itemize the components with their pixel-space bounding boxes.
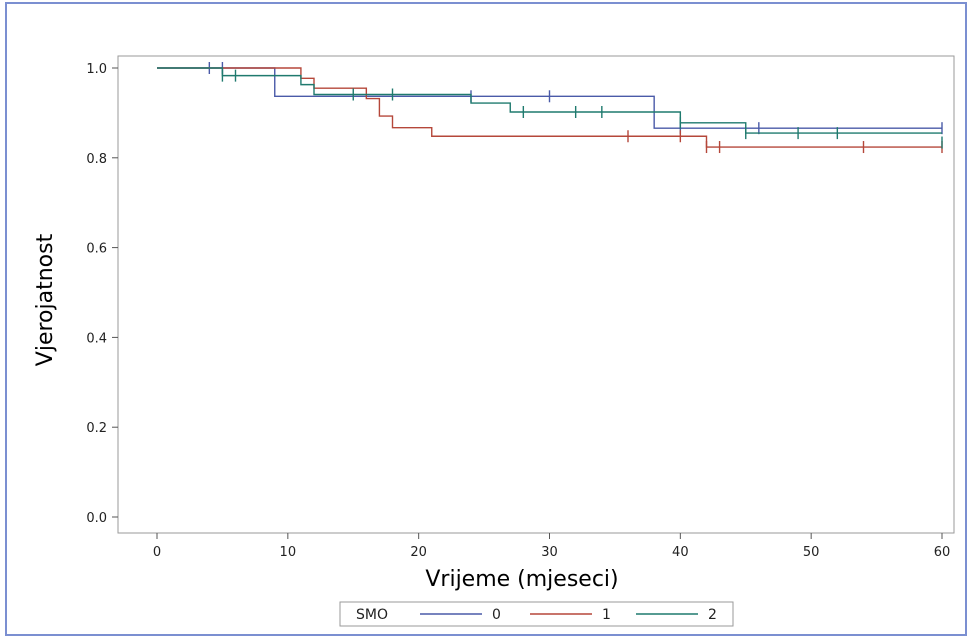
y-tick-label: 0.0 bbox=[86, 511, 107, 526]
x-tick-label: 40 bbox=[672, 545, 689, 560]
legend-label-2: 2 bbox=[708, 607, 717, 623]
series-line-1 bbox=[157, 67, 942, 148]
y-tick-label: 0.6 bbox=[86, 242, 107, 257]
x-tick-label: 20 bbox=[410, 545, 427, 560]
series-line-2 bbox=[157, 67, 942, 134]
x-axis-title: Vrijeme (mjeseci) bbox=[425, 567, 618, 592]
x-tick-label: 0 bbox=[153, 545, 161, 560]
y-tick-label: 0.4 bbox=[86, 331, 107, 346]
series-layer bbox=[157, 62, 943, 154]
x-tick-label: 30 bbox=[541, 545, 558, 560]
legend-items: 0 1 2 bbox=[420, 607, 717, 623]
y-tick-label: 0.2 bbox=[86, 421, 107, 436]
legend: SMO 0 1 2 bbox=[339, 601, 734, 627]
y-axis: 0.0 0.2 0.4 0.6 0.8 1.0 bbox=[86, 62, 118, 526]
x-tick-label: 50 bbox=[803, 545, 820, 560]
y-axis-title: Vjerojatnost bbox=[33, 233, 58, 366]
x-tick-label: 60 bbox=[934, 545, 951, 560]
legend-title: SMO bbox=[356, 607, 388, 623]
outer-border bbox=[5, 2, 967, 636]
legend-label-1: 1 bbox=[602, 607, 611, 623]
y-tick-label: 0.8 bbox=[86, 152, 107, 167]
plot-area bbox=[117, 55, 955, 534]
x-tick-label: 10 bbox=[280, 545, 297, 560]
legend-label-0: 0 bbox=[492, 607, 501, 623]
x-axis: 0 10 20 30 40 50 60 bbox=[153, 533, 950, 560]
y-tick-label: 1.0 bbox=[86, 62, 107, 77]
